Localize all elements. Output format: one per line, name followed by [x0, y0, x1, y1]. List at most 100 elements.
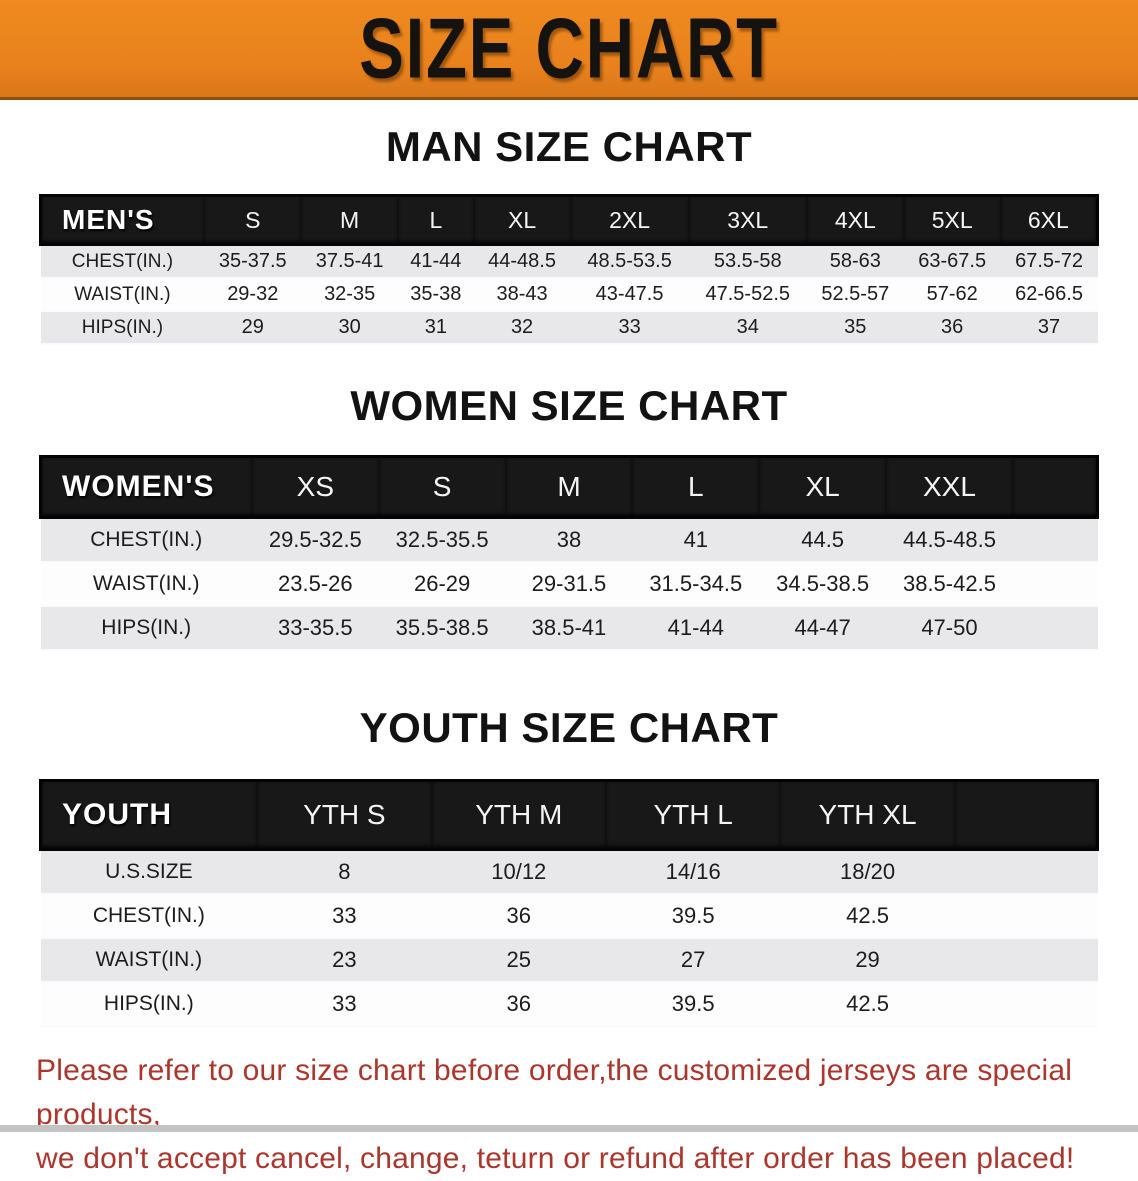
- row-spacer: [1012, 517, 1098, 563]
- size-column-header: S: [378, 455, 506, 519]
- size-value-cell: 37: [1000, 311, 1098, 345]
- size-value-cell: 37.5-41: [301, 244, 399, 279]
- table-row: U.S.SIZE 8 10/12 14/16 18/20: [40, 849, 1098, 895]
- size-value-cell: 33-35.5: [251, 606, 379, 651]
- size-value-cell: 58-63: [806, 244, 904, 279]
- size-value-cell: 33: [570, 311, 689, 345]
- size-value-cell: 32: [473, 311, 571, 345]
- table-row: HIPS(IN.) 33-35.5 35.5-38.5 38.5-41 41-44 44-…: [40, 606, 1098, 651]
- size-value-cell: 23: [257, 938, 432, 983]
- size-value-cell: 39.5: [605, 894, 781, 939]
- size-value-cell: 53.5-58: [688, 244, 807, 279]
- row-label: HIPS(IN.): [40, 311, 205, 345]
- women-size-section: WOMEN SIZE CHART WOMEN'S XS S M L XL XXL CHEST(…: [0, 381, 1138, 651]
- size-value-cell: 18/20: [780, 849, 955, 895]
- size-column-header: S: [204, 194, 302, 246]
- table-corner-label: MEN'S: [39, 194, 205, 246]
- size-value-cell: 47-50: [886, 606, 1013, 651]
- size-value-cell: 52.5-57: [806, 278, 904, 312]
- size-value-cell: 36: [431, 982, 606, 1027]
- size-value-cell: 43-47.5: [570, 278, 689, 312]
- size-column-header: XXL: [886, 455, 1013, 519]
- banner: SIZE CHART: [0, 0, 1138, 100]
- table-row: WAIST(IN.) 29-32 32-35 35-38 38-43 43-47.5 47.…: [40, 278, 1098, 312]
- size-value-cell: 10/12: [431, 849, 606, 895]
- size-value-cell: 36: [431, 894, 606, 939]
- size-value-cell: 39.5: [605, 982, 781, 1027]
- row-label: WAIST(IN.): [40, 562, 252, 607]
- row-label: U.S.SIZE: [40, 849, 258, 895]
- size-value-cell: 31.5-34.5: [632, 562, 760, 607]
- size-value-cell: 38: [505, 517, 633, 563]
- size-column-header: YTH L: [605, 779, 781, 851]
- row-spacer: [954, 938, 1098, 983]
- table-row: CHEST(IN.) 33 36 39.5 42.5: [40, 894, 1098, 939]
- size-value-cell: 29: [780, 938, 955, 983]
- size-value-cell: 32-35: [301, 278, 399, 312]
- size-value-cell: 29-32: [204, 278, 302, 312]
- size-column-header: M: [301, 194, 399, 246]
- row-spacer: [954, 894, 1098, 939]
- size-value-cell: 42.5: [780, 894, 955, 939]
- size-value-cell: 41-44: [398, 244, 474, 279]
- table-row: CHEST(IN.) 35-37.5 37.5-41 41-44 44-48.5 48.5…: [40, 244, 1098, 279]
- header-row: MEN'S S M L XL 2XL 3XL 4XL 5XL 6XL: [39, 194, 1099, 246]
- size-column-header: XL: [473, 194, 571, 246]
- size-value-cell: 57-62: [903, 278, 1001, 312]
- men-size-table: MEN'S S M L XL 2XL 3XL 4XL 5XL 6XL CHEST(IN.) 35-37…: [39, 194, 1099, 345]
- size-value-cell: 35-37.5: [204, 244, 302, 279]
- row-label: WAIST(IN.): [40, 938, 258, 983]
- size-value-cell: 44.5-48.5: [886, 517, 1013, 563]
- row-label: HIPS(IN.): [40, 982, 258, 1027]
- size-value-cell: 63-67.5: [903, 244, 1001, 279]
- size-column-header: L: [398, 194, 474, 246]
- size-value-cell: 41-44: [632, 606, 760, 651]
- size-column-header: 3XL: [688, 194, 807, 246]
- youth-size-table: YOUTH YTH S YTH M YTH L YTH XL U.S.SIZE 8 10/12…: [39, 779, 1099, 1027]
- size-column-header: M: [505, 455, 633, 519]
- disclaimer-note: Please refer to our size chart before or…: [0, 1049, 1138, 1181]
- size-column-header: YTH XL: [780, 779, 955, 851]
- header-spacer: [1012, 455, 1099, 519]
- size-value-cell: 33: [257, 894, 432, 939]
- size-value-cell: 42.5: [780, 982, 955, 1027]
- table-corner-label: YOUTH: [39, 779, 258, 851]
- table-row: HIPS(IN.) 33 36 39.5 42.5: [40, 982, 1098, 1027]
- size-value-cell: 67.5-72: [1000, 244, 1098, 279]
- size-value-cell: 26-29: [378, 562, 506, 607]
- row-spacer: [954, 982, 1098, 1027]
- row-spacer: [954, 849, 1098, 895]
- header-row: YOUTH YTH S YTH M YTH L YTH XL: [39, 779, 1099, 851]
- men-section-title: MAN SIZE CHART: [385, 123, 753, 170]
- size-column-header: L: [632, 455, 760, 519]
- size-value-cell: 44-48.5: [473, 244, 571, 279]
- row-spacer: [1012, 562, 1098, 607]
- size-value-cell: 35: [806, 311, 904, 345]
- size-value-cell: 27: [605, 938, 781, 983]
- table-row: CHEST(IN.) 29.5-32.5 32.5-35.5 38 41 44.5 44.5…: [40, 517, 1098, 563]
- youth-section-title: YOUTH SIZE CHART: [359, 704, 779, 751]
- table-corner-label: WOMEN'S: [38, 455, 252, 519]
- row-label: HIPS(IN.): [40, 606, 252, 651]
- men-size-section: MAN SIZE CHART MEN'S S M L XL 2XL 3XL 4XL 5XL 6XL…: [0, 122, 1138, 345]
- size-value-cell: 35-38: [398, 278, 474, 312]
- row-spacer: [1012, 606, 1098, 651]
- row-label: CHEST(IN.): [40, 517, 252, 563]
- size-value-cell: 8: [257, 849, 432, 895]
- size-value-cell: 29: [204, 311, 302, 345]
- row-label: WAIST(IN.): [40, 278, 205, 312]
- size-value-cell: 38-43: [473, 278, 571, 312]
- table-row: WAIST(IN.) 23 25 27 29: [40, 938, 1098, 983]
- size-column-header: YTH M: [431, 779, 606, 851]
- size-value-cell: 29-31.5: [505, 562, 633, 607]
- size-value-cell: 48.5-53.5: [570, 244, 689, 279]
- bottom-strip: [0, 1125, 1138, 1132]
- size-value-cell: 25: [431, 938, 606, 983]
- header-spacer: [954, 779, 1099, 851]
- size-value-cell: 47.5-52.5: [688, 278, 807, 312]
- size-value-cell: 44-47: [759, 606, 887, 651]
- row-label: CHEST(IN.): [40, 244, 205, 279]
- size-value-cell: 32.5-35.5: [378, 517, 506, 563]
- size-value-cell: 35.5-38.5: [378, 606, 506, 651]
